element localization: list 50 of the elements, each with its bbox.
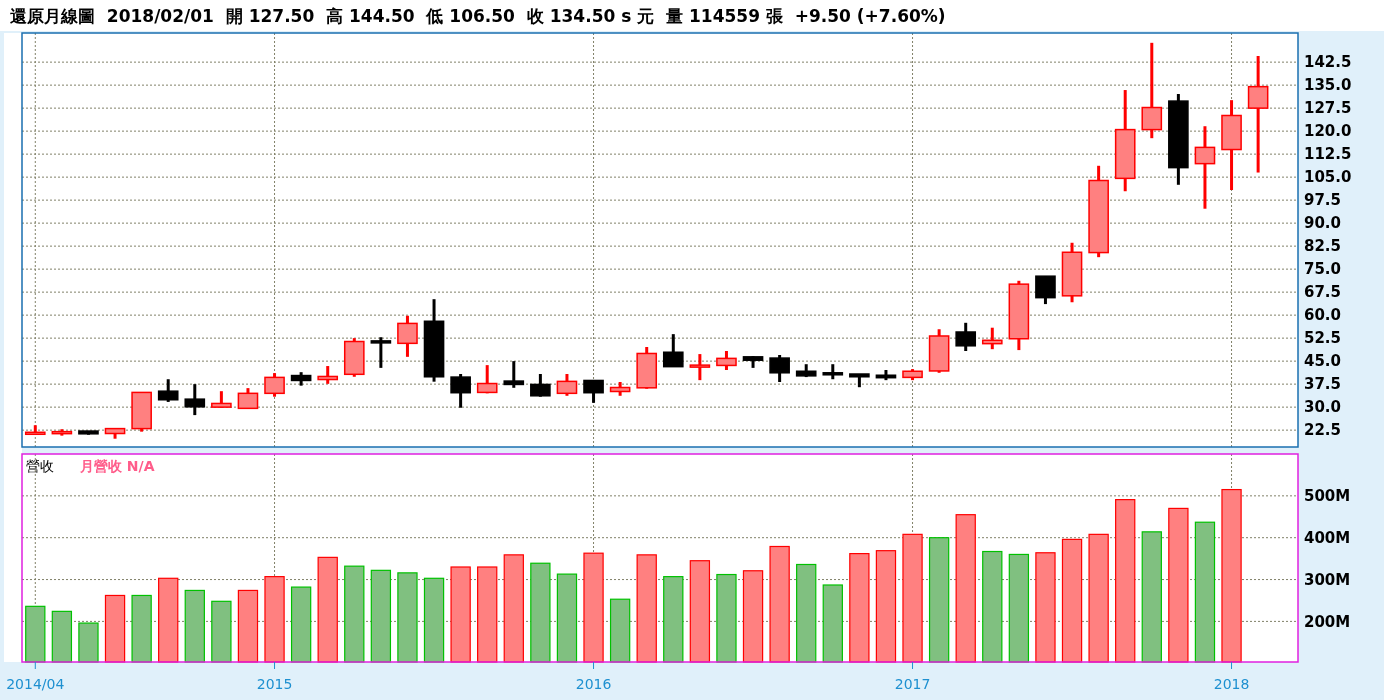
candlestick <box>370 337 392 368</box>
y-tick-label: 37.5 <box>1304 375 1342 394</box>
candlestick <box>556 374 578 396</box>
y-tick-label: 112.5 <box>1304 145 1352 164</box>
y-tick-label: 300M <box>1304 570 1351 589</box>
candlestick <box>476 365 498 394</box>
candlestick <box>1194 126 1216 209</box>
y-tick-label: 142.5 <box>1304 53 1352 72</box>
y-tick-label: 30.0 <box>1304 398 1342 417</box>
x-tick-label: 2018 <box>1213 676 1250 692</box>
y-tick-label: 127.5 <box>1304 99 1352 118</box>
candlestick <box>503 361 525 388</box>
y-tick-label: 67.5 <box>1304 283 1342 302</box>
candlestick <box>450 374 471 408</box>
candlestick <box>769 355 790 382</box>
candlestick <box>1035 275 1056 306</box>
x-tick-label: 2017 <box>894 676 931 692</box>
y-tick-label: 500M <box>1304 487 1351 506</box>
candlestick <box>662 334 684 368</box>
candlestick <box>157 379 179 402</box>
y-tick-label: 97.5 <box>1304 191 1342 210</box>
candlestick <box>955 321 977 352</box>
y-tick-label: 90.0 <box>1304 214 1342 233</box>
candlestick <box>1247 56 1269 173</box>
candlestick <box>237 388 259 410</box>
y-tick-label: 22.5 <box>1304 421 1342 440</box>
y-tick-label: 75.0 <box>1304 260 1342 279</box>
y-tick-label: 400M <box>1304 528 1351 547</box>
candlestick <box>184 384 206 417</box>
y-tick-label: 105.0 <box>1304 168 1352 187</box>
chart-title: 還原月線圖 2018/02/01 開 127.50 高 144.50 低 106.50 收 134.50 s 元 量 114559 張 +9.50 (+7.60%) <box>10 6 946 26</box>
candlestick <box>397 315 418 357</box>
y-tick-label: 120.0 <box>1304 122 1352 141</box>
y-tick-label: 200M <box>1304 612 1351 631</box>
chart-title: 營收 <box>26 458 54 474</box>
chart-subtitle: 月營收 N/A <box>79 458 155 474</box>
candlestick <box>264 373 285 397</box>
x-tick-label: 2016 <box>575 676 612 692</box>
y-tick-label: 82.5 <box>1304 237 1342 256</box>
candlestick <box>530 374 551 397</box>
candlestick <box>716 351 737 371</box>
x-tick-label: 2014/04 <box>6 676 65 692</box>
y-tick-label: 60.0 <box>1304 306 1342 325</box>
candlestick <box>689 354 711 382</box>
y-tick-label: 52.5 <box>1304 329 1342 348</box>
x-tick-label: 2015 <box>256 676 293 692</box>
candlestick <box>1141 41 1163 140</box>
y-tick-label: 135.0 <box>1304 76 1352 95</box>
y-tick-label: 45.0 <box>1304 352 1342 371</box>
candlestick <box>583 379 604 403</box>
